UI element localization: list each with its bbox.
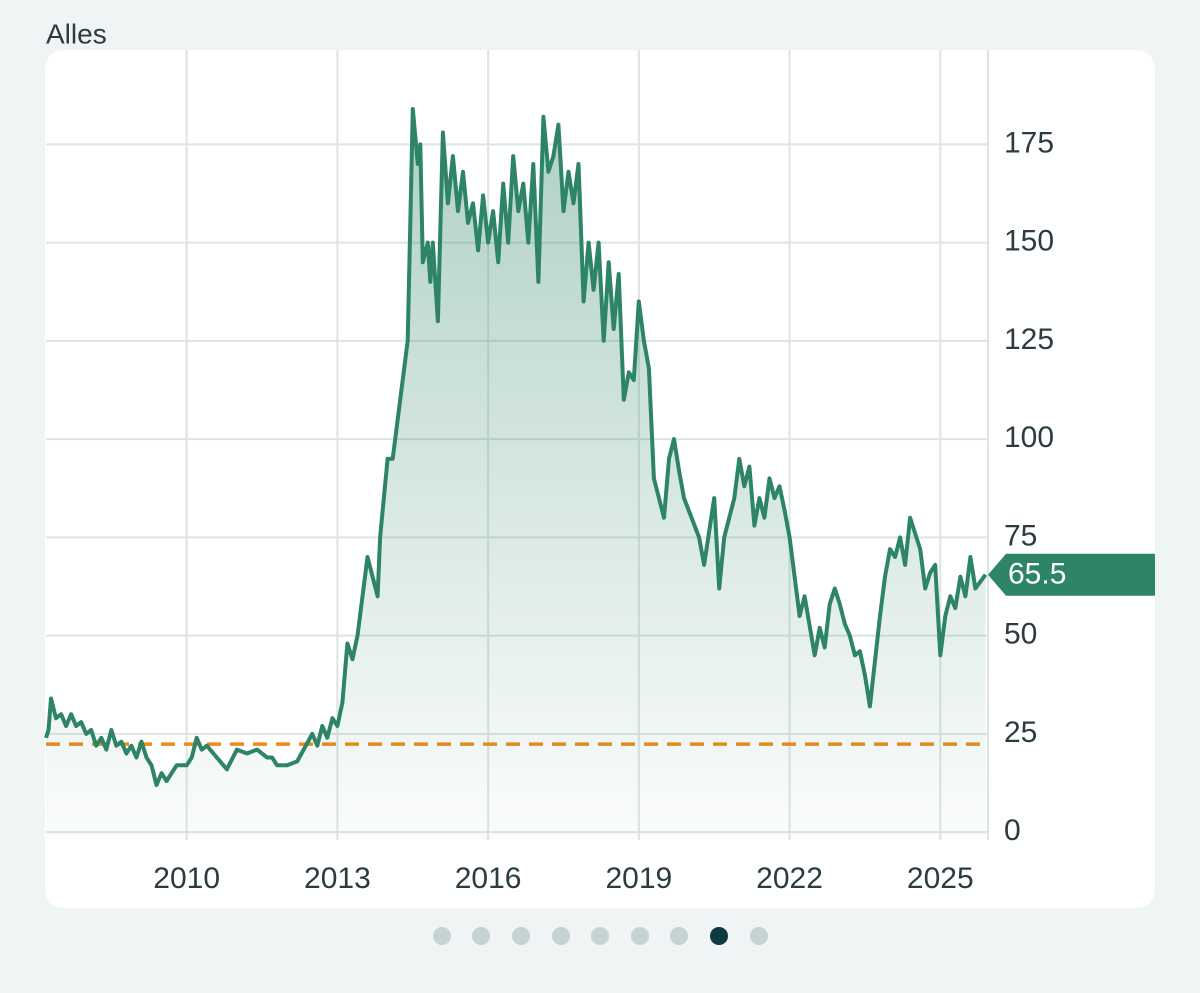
page-dot[interactable] — [750, 927, 768, 945]
page-dot[interactable] — [631, 927, 649, 945]
y-tick-label: 125 — [1004, 323, 1054, 356]
page-dot-active[interactable] — [710, 927, 728, 945]
x-tick-label: 2022 — [756, 862, 823, 895]
x-tick-label: 2016 — [455, 862, 522, 895]
y-tick-label: 50 — [1004, 618, 1037, 651]
last-value-tag — [988, 553, 1155, 596]
last-value-label: 65.5 — [1008, 558, 1066, 591]
y-tick-label: 150 — [1004, 225, 1054, 258]
x-tick-label: 2019 — [605, 862, 672, 895]
page-dot[interactable] — [591, 927, 609, 945]
page-dot[interactable] — [512, 927, 530, 945]
x-tick-label: 2025 — [907, 862, 974, 895]
y-tick-label: 100 — [1004, 421, 1054, 454]
y-tick-label: 0 — [1004, 814, 1021, 847]
y-tick-label: 75 — [1004, 519, 1037, 552]
page-dot[interactable] — [472, 927, 490, 945]
area — [46, 109, 986, 840]
page-dot[interactable] — [433, 927, 451, 945]
x-tick-label: 2010 — [153, 862, 220, 895]
price-line — [44, 107, 988, 787]
y-tick-label: 175 — [1004, 126, 1054, 159]
chart-title: Alles — [46, 18, 107, 49]
x-tick-label: 2013 — [304, 862, 371, 895]
page-dot[interactable] — [552, 927, 570, 945]
page-dots — [433, 927, 768, 945]
page-dot[interactable] — [670, 927, 688, 945]
y-tick-label: 25 — [1004, 716, 1037, 749]
